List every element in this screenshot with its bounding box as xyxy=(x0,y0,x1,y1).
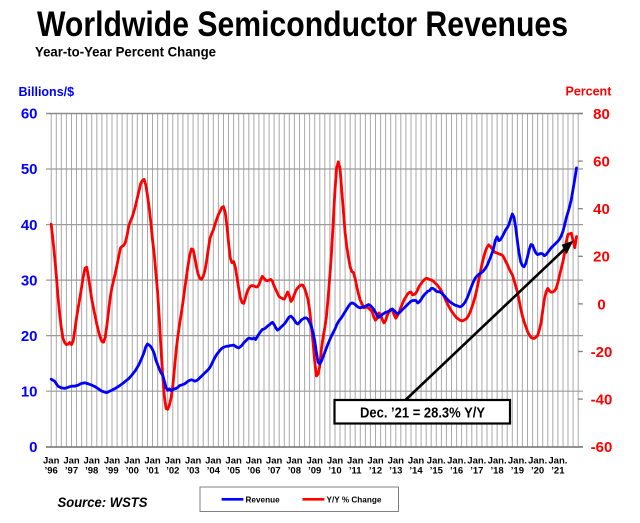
svg-text:’01: ’01 xyxy=(146,466,160,477)
svg-text:’08: ’08 xyxy=(288,466,301,477)
svg-text:Jan.: Jan. xyxy=(508,456,527,467)
svg-text:Jan: Jan xyxy=(84,456,101,467)
svg-text:0: 0 xyxy=(29,439,37,456)
svg-text:Jan: Jan xyxy=(225,456,242,467)
svg-text:20: 20 xyxy=(21,328,38,345)
svg-text:Revenue: Revenue xyxy=(246,496,281,505)
svg-text:Source: WSTS: Source: WSTS xyxy=(58,494,149,510)
svg-text:Jan.: Jan. xyxy=(427,456,446,467)
svg-text:Jan: Jan xyxy=(185,456,202,467)
svg-text:’17: ’17 xyxy=(470,466,483,477)
svg-text:’96: ’96 xyxy=(45,466,58,477)
svg-text:Jan: Jan xyxy=(124,456,141,467)
svg-text:Jan.: Jan. xyxy=(447,456,466,467)
svg-text:’16: ’16 xyxy=(450,466,463,477)
svg-text:60: 60 xyxy=(21,106,38,123)
svg-text:40: 40 xyxy=(21,217,38,234)
svg-text:’18: ’18 xyxy=(490,466,503,477)
svg-text:’07: ’07 xyxy=(267,466,280,477)
svg-text:Jan: Jan xyxy=(63,456,80,467)
svg-text:’05: ’05 xyxy=(227,466,241,477)
svg-text:Jan.: Jan. xyxy=(467,456,486,467)
svg-text:’06: ’06 xyxy=(247,466,260,477)
svg-text:Worldwide Semiconductor Revenu: Worldwide Semiconductor Revenues xyxy=(37,4,568,44)
svg-text:Jan: Jan xyxy=(307,456,324,467)
svg-text:’97: ’97 xyxy=(65,466,78,477)
svg-text:’14: ’14 xyxy=(409,466,423,477)
svg-text:Dec. ’21 = 28.3% Y/Y: Dec. ’21 = 28.3% Y/Y xyxy=(360,406,485,422)
svg-text:Percent: Percent xyxy=(566,85,613,99)
svg-text:’12: ’12 xyxy=(369,466,382,477)
svg-text:’13: ’13 xyxy=(389,466,402,477)
svg-text:50: 50 xyxy=(21,161,38,178)
svg-text:Jan: Jan xyxy=(408,456,425,467)
svg-text:’20: ’20 xyxy=(531,466,544,477)
svg-text:0: 0 xyxy=(597,296,605,313)
svg-text:Jan.: Jan. xyxy=(528,456,547,467)
svg-text:Year-to-Year Percent Change: Year-to-Year Percent Change xyxy=(35,44,216,60)
svg-text:30: 30 xyxy=(21,272,38,289)
svg-text:Jan: Jan xyxy=(367,456,384,467)
svg-text:Jan: Jan xyxy=(347,456,364,467)
svg-text:60: 60 xyxy=(593,154,610,171)
svg-text:40: 40 xyxy=(593,201,610,218)
svg-text:Jan: Jan xyxy=(327,456,344,467)
svg-text:’99: ’99 xyxy=(105,466,118,477)
svg-text:’11: ’11 xyxy=(349,466,362,477)
svg-text:’10: ’10 xyxy=(328,466,341,477)
svg-text:20: 20 xyxy=(593,249,610,266)
svg-text:Jan: Jan xyxy=(104,456,121,467)
svg-text:’15: ’15 xyxy=(430,466,444,477)
svg-text:Y/Y % Change: Y/Y % Change xyxy=(327,496,382,505)
svg-text:’04: ’04 xyxy=(207,466,221,477)
svg-text:Jan: Jan xyxy=(165,456,182,467)
svg-text:-20: -20 xyxy=(591,344,613,361)
svg-text:’02: ’02 xyxy=(166,466,179,477)
svg-text:Billions/$: Billions/$ xyxy=(19,85,75,99)
svg-text:Jan: Jan xyxy=(43,456,60,467)
svg-text:Jan.: Jan. xyxy=(488,456,507,467)
svg-text:’19: ’19 xyxy=(511,466,524,477)
svg-text:Jan: Jan xyxy=(266,456,283,467)
svg-text:Jan: Jan xyxy=(388,456,405,467)
svg-text:10: 10 xyxy=(21,383,38,400)
svg-text:’09: ’09 xyxy=(308,466,321,477)
svg-text:Jan: Jan xyxy=(246,456,263,467)
svg-text:’21: ’21 xyxy=(551,466,565,477)
svg-text:-60: -60 xyxy=(591,439,613,456)
svg-text:Jan: Jan xyxy=(205,456,222,467)
svg-text:’98: ’98 xyxy=(85,466,98,477)
svg-text:’03: ’03 xyxy=(186,466,199,477)
svg-text:80: 80 xyxy=(593,106,610,123)
svg-text:Jan: Jan xyxy=(144,456,161,467)
svg-text:-40: -40 xyxy=(591,392,613,409)
svg-text:’00: ’00 xyxy=(126,466,139,477)
svg-text:Jan: Jan xyxy=(286,456,303,467)
svg-text:Jan.: Jan. xyxy=(548,456,567,467)
